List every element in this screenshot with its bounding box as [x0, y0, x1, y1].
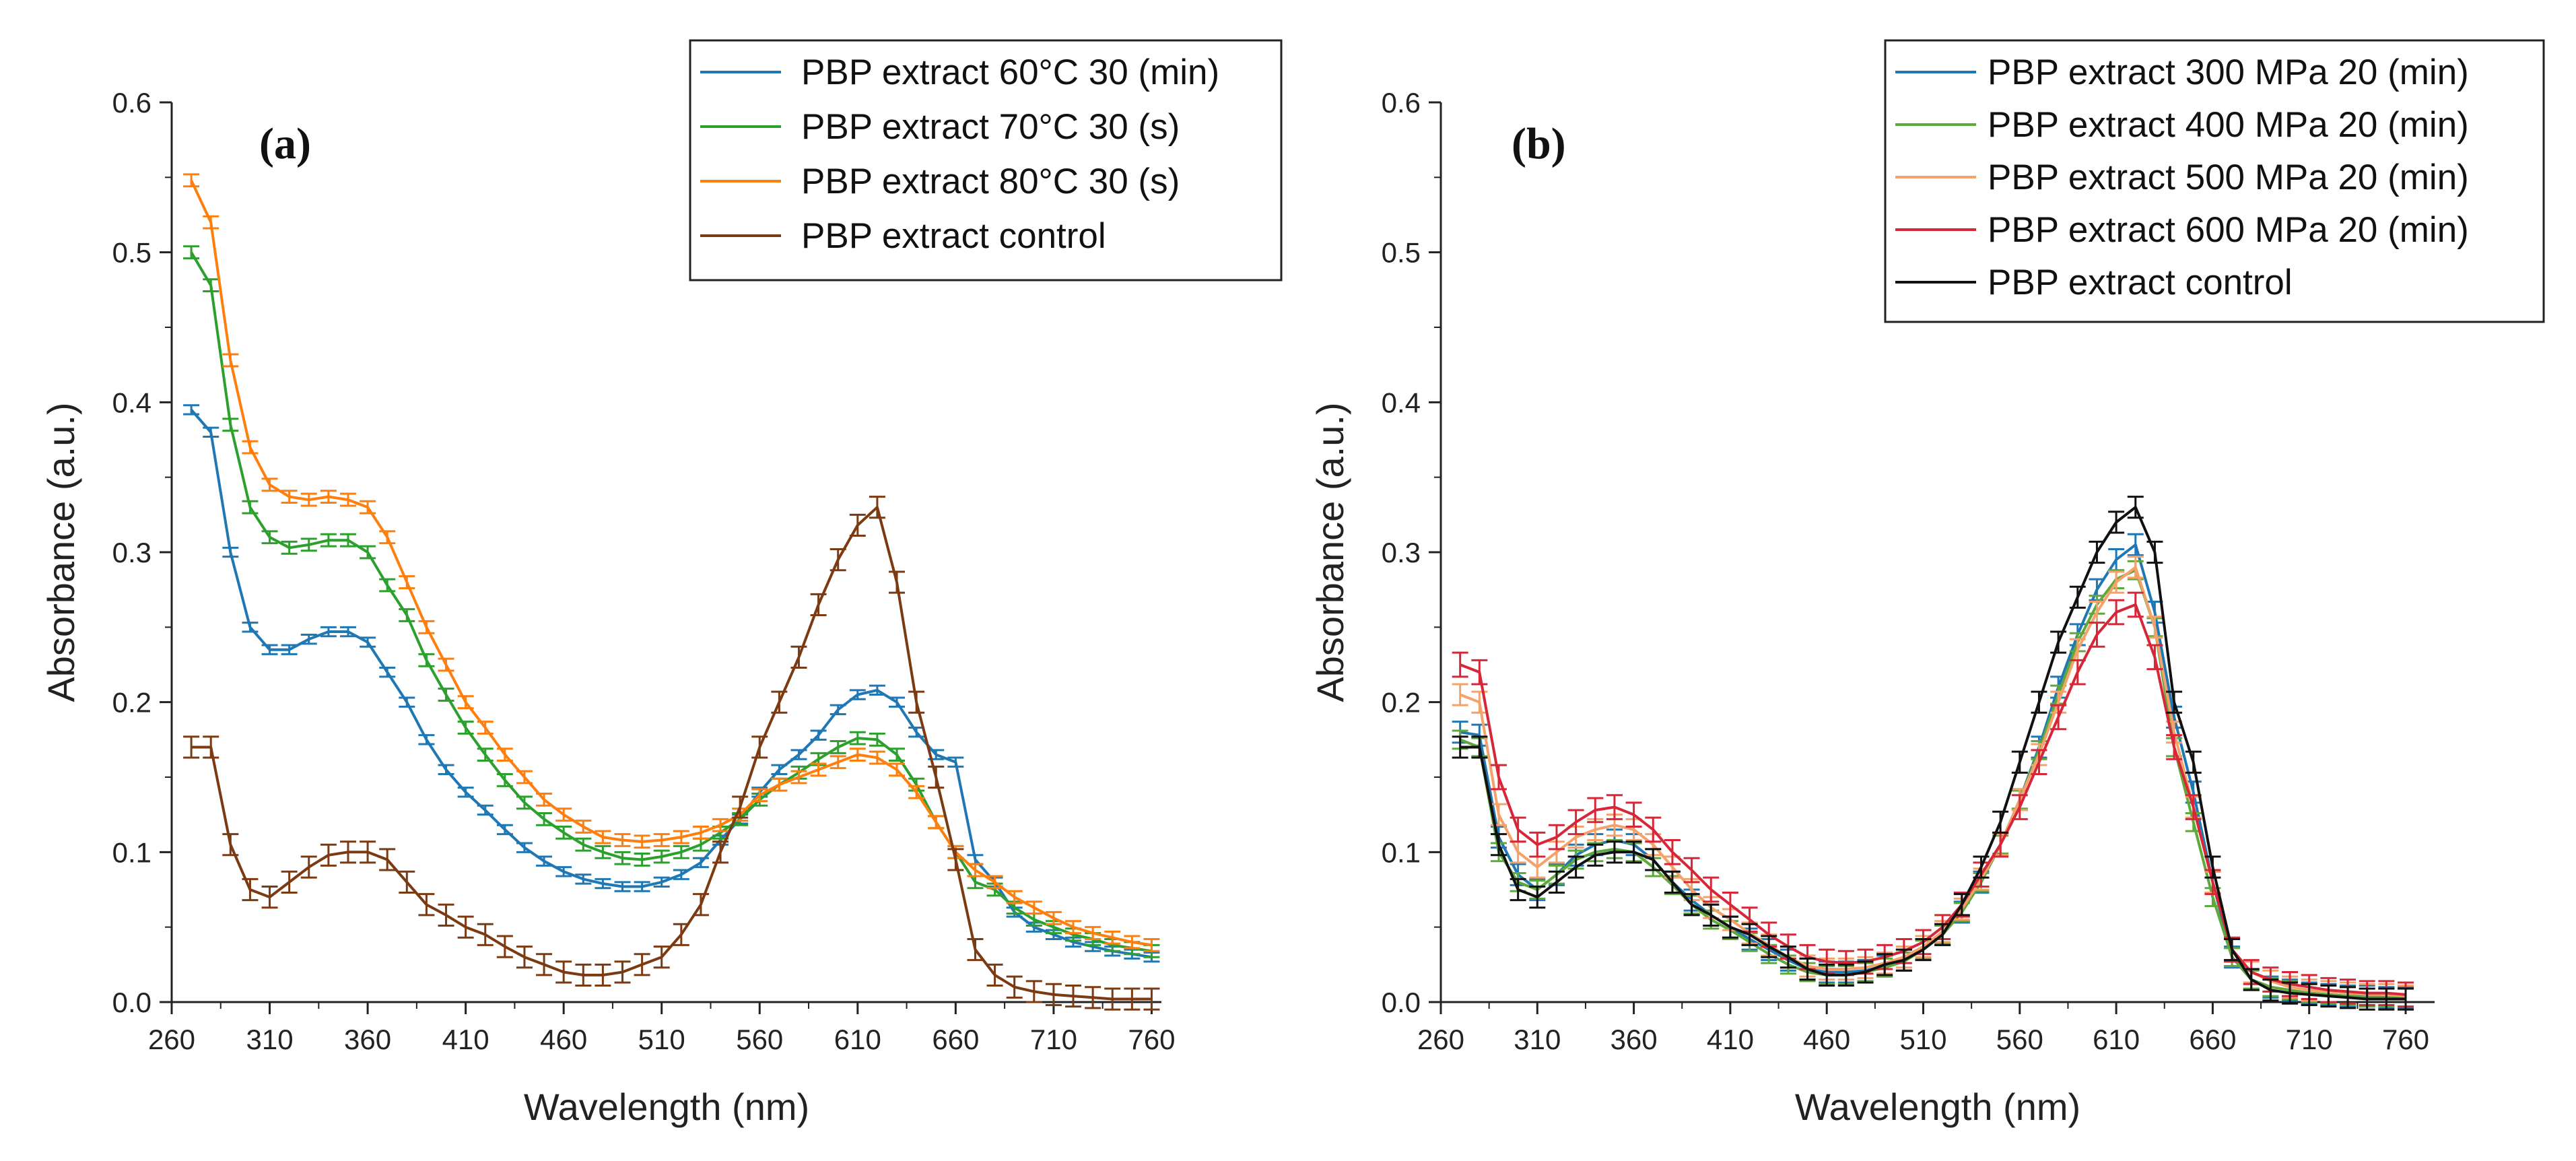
- legend-entry: PBP extract control: [801, 216, 1106, 256]
- x-tick-label: 760: [1128, 1024, 1175, 1055]
- panel-label: (b): [1512, 119, 1566, 168]
- y-tick-label: 0.2: [1382, 687, 1421, 719]
- legend: PBP extract 300 MPa 20 (min) PBP extract …: [1884, 39, 2545, 323]
- series-line: [1460, 506, 2406, 1001]
- x-tick-label: 660: [2189, 1024, 2236, 1055]
- y-axis-label: Absorbance (a.u.): [1309, 402, 1351, 702]
- x-tick-label: 510: [1899, 1024, 1946, 1055]
- legend-entry: PBP extract 400 MPa 20 (min): [1988, 105, 2469, 145]
- legend-entry: PBP extract 80°C 30 (s): [801, 162, 1180, 201]
- x-tick-label: 410: [442, 1024, 489, 1055]
- x-tick-label: 310: [1514, 1024, 1561, 1055]
- x-tick-label: 310: [246, 1024, 294, 1055]
- x-tick-label: 610: [2093, 1024, 2140, 1055]
- y-tick-label: 0.6: [112, 87, 151, 119]
- y-axis-label: Absorbance (a.u.): [40, 402, 82, 702]
- x-tick-label: 710: [1030, 1024, 1077, 1055]
- panel-b: 260 310 360 410 460 510 560 610 660 710 760 0.0 0.1 0…: [1309, 39, 2545, 1128]
- y-tick-label: 0.2: [112, 687, 151, 719]
- x-axis-label: Wavelength (nm): [1795, 1086, 2080, 1128]
- legend-frame: [689, 39, 1283, 281]
- y-tick-label: 0.5: [1382, 237, 1421, 269]
- series-1: [183, 404, 1160, 963]
- y-tick-label: 0.3: [112, 537, 151, 568]
- x-tick-label: 260: [148, 1024, 195, 1055]
- x-tick-label: 560: [736, 1024, 783, 1055]
- x-tick-label: 360: [1611, 1024, 1658, 1055]
- x-tick-label: 360: [344, 1024, 391, 1055]
- x-tick-label: 410: [1707, 1024, 1754, 1055]
- x-tick-label: 560: [1996, 1024, 2043, 1055]
- y-tick-label: 0.1: [1382, 836, 1421, 868]
- panel-label: (a): [259, 119, 311, 168]
- legend-entry: PBP extract 70°C 30 (s): [801, 107, 1180, 147]
- legend-entry: PBP extract 300 MPa 20 (min): [1988, 53, 2469, 92]
- legend-entry: PBP extract 60°C 30 (min): [801, 53, 1219, 92]
- y-tick-label: 0.6: [1382, 87, 1421, 119]
- x-tick-label: 610: [834, 1024, 881, 1055]
- x-tick-label: 260: [1417, 1024, 1464, 1055]
- legend-entry: PBP extract 500 MPa 20 (min): [1988, 158, 2469, 197]
- x-tick-label: 460: [540, 1024, 587, 1055]
- legend-frame: [1884, 39, 2545, 323]
- series-3: [183, 173, 1160, 952]
- series-4: [183, 496, 1160, 1011]
- legend-entry: PBP extract control: [1988, 263, 2293, 302]
- series-5: [1452, 496, 2414, 1011]
- x-tick-label: 460: [1803, 1024, 1850, 1055]
- y-tick-label: 0.3: [1382, 537, 1421, 568]
- y-tick-label: 0.1: [112, 836, 151, 868]
- x-tick-label: 760: [2382, 1024, 2429, 1055]
- y-tick-label: 0.5: [112, 237, 151, 269]
- panel-a: 260 310 360 410 460 510 560 610 660 710 760 0.0 0.1 0…: [40, 39, 1283, 1128]
- y-tick-label: 0.4: [112, 387, 151, 418]
- legend-entry: PBP extract 600 MPa 20 (min): [1988, 210, 2469, 250]
- x-axis-label: Wavelength (nm): [524, 1086, 809, 1128]
- series-line: [190, 179, 1152, 947]
- x-tick-label: 710: [2286, 1024, 2333, 1055]
- x-tick-label: 510: [638, 1024, 685, 1055]
- y-tick-label: 0.0: [112, 987, 151, 1018]
- y-tick-label: 0.0: [1382, 987, 1421, 1018]
- x-tick-label: 660: [932, 1024, 979, 1055]
- legend: PBP extract 60°C 30 (min) PBP extract 70°…: [689, 39, 1283, 281]
- y-tick-label: 0.4: [1382, 387, 1421, 418]
- series-line: [191, 506, 1152, 1001]
